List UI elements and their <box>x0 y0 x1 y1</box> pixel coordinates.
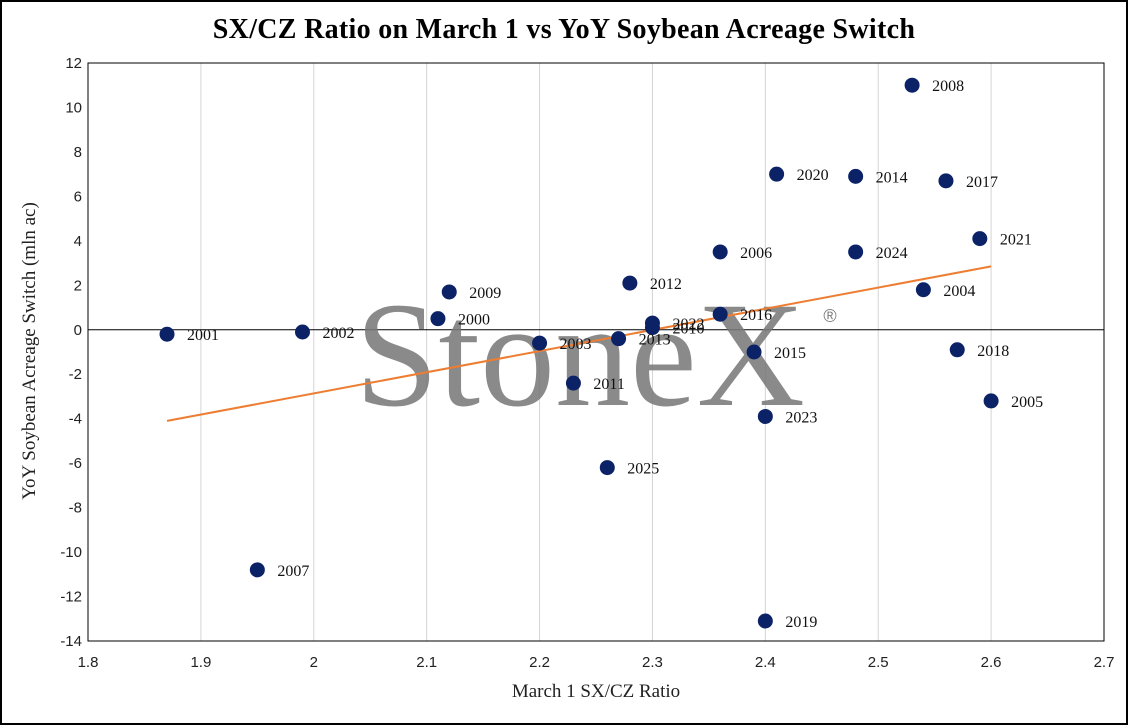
x-tick-label: 2.2 <box>529 654 550 671</box>
point-label-2022: 2022 <box>672 316 704 333</box>
data-point-2023 <box>757 408 773 424</box>
y-tick-label: 4 <box>74 233 82 250</box>
point-label-2014: 2014 <box>876 169 908 186</box>
data-point-2007 <box>249 562 265 578</box>
data-point-2001 <box>159 326 175 342</box>
data-point-2019 <box>757 613 773 629</box>
data-point-2022 <box>644 315 660 331</box>
data-point-2013 <box>611 331 627 347</box>
y-tick-label: -2 <box>69 366 82 383</box>
watermark-registered-mark: ® <box>823 306 836 326</box>
point-label-2002: 2002 <box>322 325 354 342</box>
trendline <box>166 265 992 422</box>
point-label-2023: 2023 <box>785 409 817 426</box>
data-point-2012 <box>622 275 638 291</box>
point-label-2005: 2005 <box>1011 394 1043 411</box>
point-label-2025: 2025 <box>627 461 659 478</box>
point-label-2001: 2001 <box>187 327 219 344</box>
x-tick-label: 2.1 <box>416 654 437 671</box>
x-tick-label: 1.9 <box>190 654 211 671</box>
data-point-2017 <box>938 173 954 189</box>
x-tick-label: 2.7 <box>1094 654 1115 671</box>
y-axis-label: YoY Soybean Acreage Switch (mln ac) <box>19 202 40 500</box>
data-point-2016 <box>712 306 728 322</box>
data-point-2024 <box>848 244 864 260</box>
data-point-2014 <box>848 168 864 184</box>
y-tick-label: 12 <box>65 55 82 72</box>
data-point-2002 <box>294 324 310 340</box>
point-label-2024: 2024 <box>876 245 908 262</box>
data-point-2020 <box>769 166 785 182</box>
data-points: 2000 2001 2002 2003 2004 2005 2006 2007 2008 2009… <box>159 77 1043 631</box>
point-label-2010: 2010 <box>672 321 704 338</box>
y-tick-label: 10 <box>65 99 82 116</box>
point-label-2011: 2011 <box>593 376 624 393</box>
point-label-2021: 2021 <box>1000 232 1032 249</box>
point-label-2007: 2007 <box>277 563 309 580</box>
y-tick-label: 2 <box>74 277 82 294</box>
point-label-2017: 2017 <box>966 174 998 191</box>
point-label-2004: 2004 <box>943 283 975 300</box>
x-tick-label: 2.4 <box>755 654 776 671</box>
point-label-2013: 2013 <box>639 332 671 349</box>
point-label-2000: 2000 <box>458 312 490 329</box>
x-tick-label: 1.8 <box>78 654 99 671</box>
x-axis-label: March 1 SX/CZ Ratio <box>511 681 681 702</box>
y-tick-label: -8 <box>69 500 82 517</box>
y-tick-label: -10 <box>60 544 82 561</box>
point-label-2015: 2015 <box>774 345 806 362</box>
y-tick-labels: 12 10 8 6 4 2 0 -2 -4 -6 -8 -10 -12 -14 <box>60 55 82 650</box>
data-point-2005 <box>983 393 999 409</box>
point-label-2018: 2018 <box>977 343 1009 360</box>
data-point-2003 <box>532 335 548 351</box>
data-point-2011 <box>565 375 581 391</box>
data-point-2006 <box>712 244 728 260</box>
data-point-2018 <box>949 342 965 358</box>
data-point-2021 <box>972 231 988 247</box>
x-tick-label: 2.5 <box>868 654 889 671</box>
chart-title: SX/CZ Ratio on March 1 vs YoY Soybean Ac… <box>212 14 916 45</box>
point-label-2006: 2006 <box>740 245 772 262</box>
data-point-2000 <box>430 311 446 327</box>
plot-area-border <box>87 62 1105 642</box>
point-label-2019: 2019 <box>785 614 817 631</box>
point-label-2012: 2012 <box>650 276 682 293</box>
data-point-2008 <box>904 77 920 93</box>
data-point-2025 <box>599 460 615 476</box>
y-tick-label: 8 <box>74 144 82 161</box>
watermark-text: StoneX <box>355 272 805 438</box>
point-label-2009: 2009 <box>469 285 501 302</box>
data-point-2009 <box>441 284 457 300</box>
data-point-2015 <box>746 344 762 360</box>
trendline-group <box>166 265 992 422</box>
y-tick-label: -12 <box>60 589 82 606</box>
point-label-2008: 2008 <box>932 78 964 95</box>
y-tick-label: 0 <box>74 322 82 339</box>
x-tick-label: 2 <box>310 654 318 671</box>
data-point-2004 <box>915 282 931 298</box>
y-tick-label: -14 <box>60 633 82 650</box>
x-tick-labels: 1.8 1.9 2 2.1 2.2 2.3 2.4 2.5 2.6 2.7 <box>78 654 1115 671</box>
y-tick-label: -4 <box>69 411 82 428</box>
y-tick-label: -6 <box>69 455 82 472</box>
x-tick-label: 2.3 <box>642 654 663 671</box>
point-label-2020: 2020 <box>797 167 829 184</box>
y-tick-label: 6 <box>74 188 82 205</box>
x-tick-label: 2.6 <box>981 654 1002 671</box>
watermark: StoneX ® <box>355 272 837 438</box>
point-label-2016: 2016 <box>740 307 772 324</box>
point-label-2003: 2003 <box>560 336 592 353</box>
